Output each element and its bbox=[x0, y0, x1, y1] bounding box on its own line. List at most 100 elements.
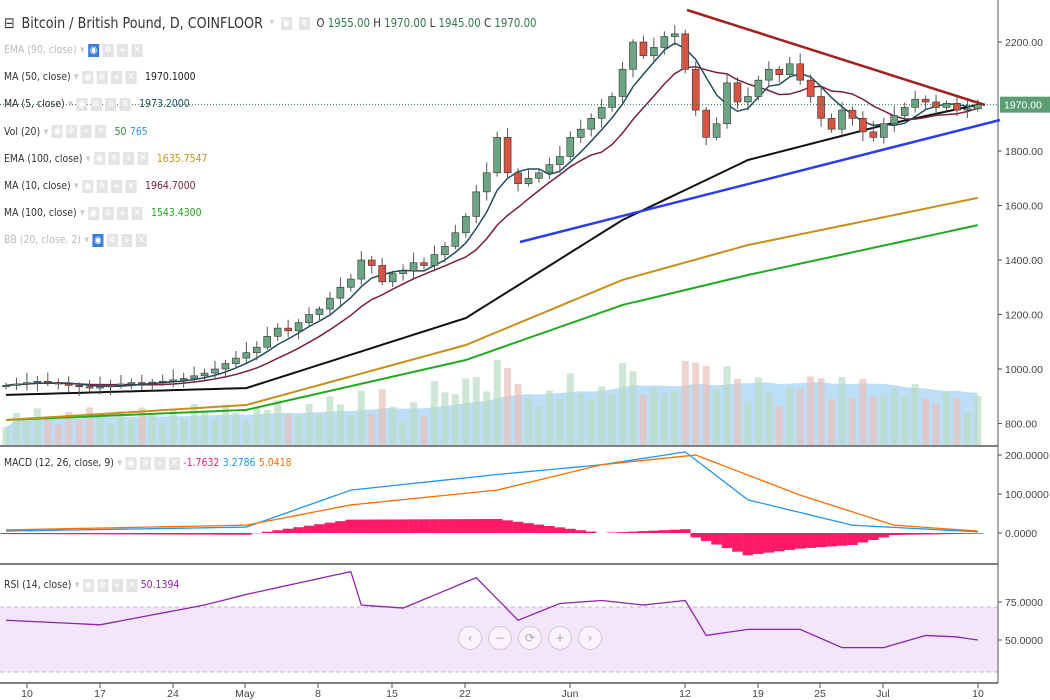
indicator-name[interactable]: EMA (100, close) bbox=[4, 151, 83, 165]
indicator-name[interactable]: MA (10, close) bbox=[4, 179, 71, 192]
plus-icon[interactable]: + bbox=[111, 70, 123, 84]
macd-histogram-bar bbox=[491, 518, 503, 533]
volume-bar bbox=[556, 398, 564, 445]
candle-body bbox=[608, 96, 616, 108]
gear-icon[interactable]: ✲ bbox=[106, 233, 118, 247]
zoom-in-button[interactable]: + bbox=[548, 626, 572, 650]
ema100-line bbox=[5, 196, 979, 421]
macd-histogram-bar bbox=[648, 530, 660, 533]
candle-body bbox=[179, 378, 188, 381]
visibility-icon[interactable]: ◉ bbox=[82, 70, 94, 84]
plus-icon[interactable]: + bbox=[121, 233, 133, 247]
candle-body bbox=[23, 382, 31, 385]
collapse-icon[interactable]: ⊟ bbox=[4, 14, 15, 32]
dropdown-icon[interactable]: ▾ bbox=[74, 179, 79, 192]
macd-histogram-bar bbox=[460, 519, 472, 533]
dropdown-icon[interactable]: ▾ bbox=[80, 206, 85, 220]
candle-body bbox=[848, 109, 857, 119]
zoom-out-button[interactable]: − bbox=[488, 626, 512, 650]
close-icon[interactable]: ✕ bbox=[137, 152, 149, 166]
indicator-name[interactable]: MA (5, close) bbox=[4, 97, 65, 111]
dropdown-icon[interactable]: ▾ bbox=[269, 17, 275, 28]
plus-icon[interactable]: + bbox=[105, 97, 117, 111]
indicator-legend: Vol (20) ▾ ◉ ✲ + ✕ 50 765 bbox=[4, 125, 148, 139]
gear-icon[interactable]: ✲ bbox=[90, 97, 102, 111]
candle-body bbox=[357, 259, 366, 280]
indicator-name[interactable]: BB (20, close, 2) bbox=[4, 233, 81, 247]
indicator-name[interactable]: Vol (20) bbox=[4, 124, 41, 138]
close-icon[interactable]: ✕ bbox=[125, 70, 137, 84]
visibility-icon[interactable]: ◉ bbox=[94, 152, 106, 166]
dropdown-icon[interactable]: ▾ bbox=[117, 456, 123, 469]
plus-icon[interactable]: + bbox=[111, 578, 123, 592]
close-icon[interactable]: ✕ bbox=[135, 233, 147, 247]
time-tick-label: 24 bbox=[167, 688, 179, 700]
dropdown-icon[interactable]: ▾ bbox=[74, 578, 80, 591]
dropdown-icon[interactable]: ▾ bbox=[43, 124, 49, 138]
dropdown-icon[interactable]: ▾ bbox=[85, 151, 91, 165]
visibility-icon[interactable]: ◉ bbox=[88, 43, 100, 57]
indicator-name[interactable]: MA (50, close) bbox=[4, 70, 71, 84]
visibility-icon[interactable]: ◉ bbox=[51, 125, 63, 139]
indicator-name[interactable]: MA (100, close) bbox=[4, 206, 77, 220]
plus-icon[interactable]: + bbox=[116, 43, 129, 57]
plus-icon[interactable]: + bbox=[154, 456, 166, 470]
dropdown-icon[interactable]: ▾ bbox=[74, 70, 79, 84]
visibility-icon[interactable]: ◉ bbox=[125, 456, 137, 470]
gear-icon[interactable]: ✲ bbox=[66, 125, 78, 139]
close-icon[interactable]: ✕ bbox=[125, 179, 137, 193]
symbol-title[interactable]: Bitcoin / British Pound, D, COINFLOOR bbox=[21, 14, 263, 32]
plus-icon[interactable]: + bbox=[122, 152, 134, 166]
ohlc-readout: O 1955.00 H 1970.00 L 1945.00 C 1970.00 bbox=[316, 16, 537, 30]
gear-icon[interactable]: ✲ bbox=[102, 206, 114, 220]
macd-legend-name[interactable]: MACD (12, 26, close, 9) bbox=[4, 456, 114, 469]
volume-bar bbox=[274, 400, 282, 445]
volume-bar bbox=[169, 410, 177, 445]
indicator-name[interactable]: EMA (90, close) bbox=[4, 43, 77, 56]
close-icon[interactable]: ✕ bbox=[119, 97, 131, 111]
visibility-icon[interactable]: ◉ bbox=[92, 233, 104, 247]
plus-icon[interactable]: + bbox=[117, 206, 129, 220]
gear-icon[interactable]: ✲ bbox=[96, 179, 108, 193]
visibility-icon[interactable]: ◉ bbox=[82, 578, 94, 592]
gear-icon[interactable]: ✲ bbox=[97, 578, 109, 592]
volume-bar bbox=[587, 399, 595, 445]
dropdown-icon[interactable]: ▾ bbox=[79, 43, 85, 56]
close-icon[interactable]: ✕ bbox=[168, 456, 180, 470]
close-icon[interactable]: ✕ bbox=[95, 125, 107, 139]
gear-icon[interactable]: ✲ bbox=[102, 43, 114, 57]
dropdown-icon[interactable]: ▾ bbox=[68, 97, 73, 111]
macd-histogram-bar bbox=[272, 530, 283, 533]
indicator-value: 1964.7000 bbox=[145, 179, 196, 192]
time-tick-label: 17 bbox=[94, 688, 106, 700]
visibility-icon[interactable]: ◉ bbox=[82, 179, 94, 193]
macd-histogram-bar bbox=[157, 533, 169, 535]
close-icon[interactable]: ✕ bbox=[131, 206, 143, 220]
macd-histogram-bar bbox=[126, 533, 137, 535]
indicator-legend: MA (10, close) ▾ ◉ ✲ + ✕ 1964.7000 bbox=[4, 179, 196, 193]
close-icon[interactable]: ✕ bbox=[126, 578, 138, 592]
candle-body bbox=[879, 123, 888, 138]
close-icon[interactable]: ✕ bbox=[131, 43, 143, 57]
plus-icon[interactable]: + bbox=[111, 179, 123, 193]
volume-bar bbox=[462, 378, 470, 445]
plus-icon[interactable]: + bbox=[80, 125, 92, 139]
macd-histogram-bar bbox=[888, 533, 900, 535]
ma50-line bbox=[5, 103, 979, 396]
reset-button[interactable]: ⟳ bbox=[518, 626, 542, 650]
macd-histogram-bar bbox=[220, 533, 231, 535]
gear-icon[interactable]: ✲ bbox=[298, 16, 310, 30]
macd-histogram-bar bbox=[690, 533, 701, 538]
visibility-icon[interactable]: ◉ bbox=[76, 97, 88, 111]
scroll-left-button[interactable]: ‹ bbox=[458, 626, 482, 650]
scroll-right-button[interactable]: › bbox=[578, 626, 602, 650]
dropdown-icon[interactable]: ▾ bbox=[84, 233, 90, 247]
gear-icon[interactable]: ✲ bbox=[96, 70, 108, 84]
gear-icon[interactable]: ✲ bbox=[139, 456, 151, 470]
gear-icon[interactable]: ✲ bbox=[108, 152, 120, 166]
macd-histogram-bar bbox=[188, 533, 200, 535]
visibility-icon[interactable]: ◉ bbox=[280, 16, 292, 30]
rsi-legend-name[interactable]: RSI (14, close) bbox=[4, 578, 72, 591]
visibility-icon[interactable]: ◉ bbox=[88, 206, 100, 220]
